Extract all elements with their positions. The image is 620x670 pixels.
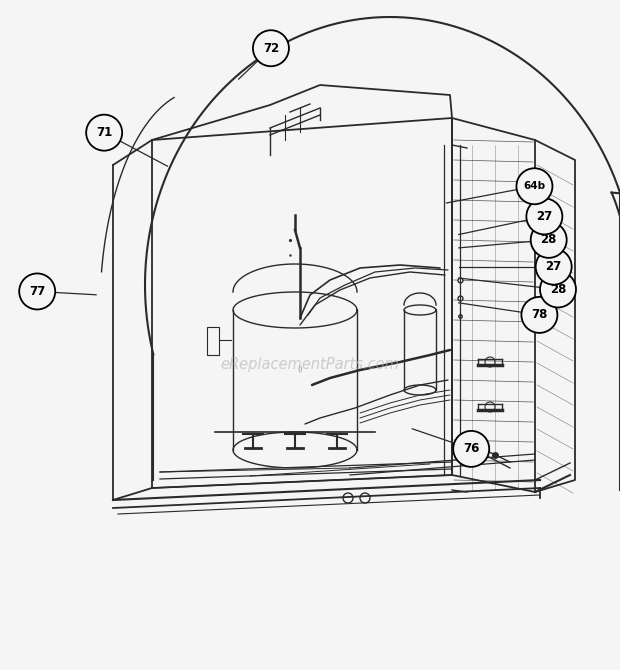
Bar <box>207 327 219 355</box>
Circle shape <box>485 357 495 367</box>
Text: 71: 71 <box>96 126 112 139</box>
Text: 64b: 64b <box>523 182 546 191</box>
Circle shape <box>360 493 370 503</box>
Text: 72: 72 <box>263 42 279 55</box>
Circle shape <box>19 273 55 310</box>
Circle shape <box>540 271 576 308</box>
Text: 27: 27 <box>536 210 552 223</box>
Circle shape <box>521 297 557 333</box>
Text: 28: 28 <box>541 233 557 247</box>
Circle shape <box>485 402 495 412</box>
Text: 76: 76 <box>463 442 479 456</box>
Text: 77: 77 <box>29 285 45 298</box>
Circle shape <box>526 198 562 234</box>
Circle shape <box>86 115 122 151</box>
Text: eReplacementParts.com: eReplacementParts.com <box>221 358 399 373</box>
Circle shape <box>453 431 489 467</box>
Circle shape <box>516 168 552 204</box>
Circle shape <box>531 222 567 258</box>
Circle shape <box>536 249 572 285</box>
Circle shape <box>253 30 289 66</box>
Text: 78: 78 <box>531 308 547 322</box>
Text: (): () <box>297 365 303 371</box>
Circle shape <box>343 493 353 503</box>
Text: 28: 28 <box>550 283 566 296</box>
Text: 27: 27 <box>546 260 562 273</box>
